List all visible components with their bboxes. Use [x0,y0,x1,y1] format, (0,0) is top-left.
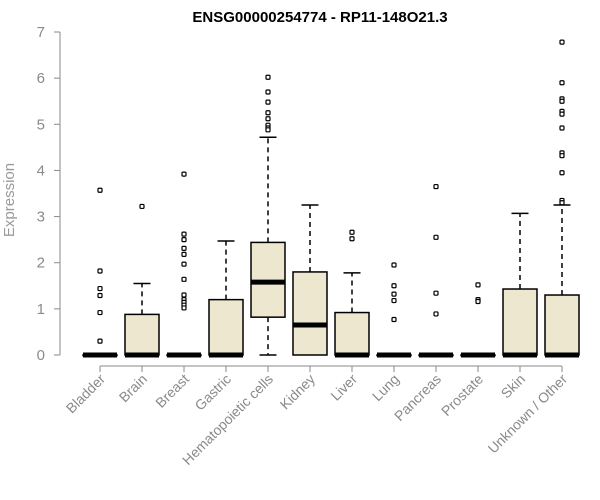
box-group [502,212,538,358]
box-group [208,240,244,358]
outlier-point [559,125,565,131]
outlier-point [433,234,439,240]
x-tick-label: Lung [369,371,402,404]
outlier-point [97,285,103,292]
x-tick-label: Bladder [63,371,109,417]
x-tick-label: Unknown / Other [485,371,571,457]
box [334,311,370,356]
outlier-point [475,282,481,288]
outlier-point [181,276,187,282]
x-tick-label: Skin [498,371,529,402]
outlier-point [391,283,397,289]
outlier-point [181,292,187,298]
outlier-point [265,116,271,122]
outlier-point [265,74,271,80]
box-group [418,183,454,358]
box [124,313,160,356]
outlier-point [181,261,187,267]
outlier-point [391,262,397,268]
y-axis: 0 1 2 3 4 5 6 7 [37,24,61,364]
y-tick-label: 4 [37,162,45,179]
box [544,294,580,356]
outlier-point [433,311,439,317]
chart-title: ENSG00000254774 - RP11-148O21.3 [192,9,447,26]
outlier-point [433,183,439,190]
outlier-point [181,251,187,258]
box-group [166,171,202,358]
x-tick-label: Brain [116,371,150,405]
outlier-point [391,291,397,297]
y-tick-label: 5 [37,116,45,133]
outlier-point [265,89,271,95]
y-tick-label: 7 [37,24,45,41]
box-group [544,39,580,358]
y-tick-label: 0 [37,347,45,364]
box-group [292,204,328,356]
outlier-point [475,298,481,305]
outlier-point [181,305,187,311]
outlier-point [181,171,187,177]
outlier-point [181,237,187,243]
outlier-point [139,203,145,210]
x-tick-label: Pancreas [391,371,444,424]
outlier-point [391,316,397,323]
outlier-point [349,229,355,235]
box-group [376,262,412,358]
box [208,298,244,356]
outlier-point [559,111,565,117]
box-group [82,187,118,358]
outlier-point [559,80,565,86]
outlier-point [265,127,271,133]
outlier-point [97,338,103,344]
outlier-point [559,153,565,159]
x-tick-label: Liver [327,371,360,404]
box-group [334,229,370,358]
outlier-point [97,309,103,316]
outlier-point [349,236,355,242]
outlier-point [265,99,271,105]
outlier-point [97,187,103,193]
y-tick-label: 2 [37,255,45,272]
y-tick-label: 6 [37,70,45,87]
x-tick-label: Prostate [438,371,486,419]
outlier-point [433,290,439,296]
outlier-point [559,200,565,206]
outlier-point [97,268,103,274]
box-group [250,74,286,356]
outlier-point [391,297,397,304]
outlier-point [559,39,565,45]
box-group [124,203,160,358]
outlier-point [559,98,565,104]
outlier-point [181,245,187,252]
box [292,271,328,356]
y-tick-label: 1 [37,301,45,318]
x-tick-label: Breast [152,371,192,411]
y-axis-label: Expression [1,163,18,237]
box-group [460,282,496,358]
outlier-point [559,170,565,176]
boxes-group [82,39,580,358]
x-tick-label: Kidney [277,371,319,413]
y-tick-label: 3 [37,209,45,226]
outlier-point [97,292,103,299]
outlier-point [265,110,271,116]
outlier-point [181,231,187,237]
box [502,288,538,356]
